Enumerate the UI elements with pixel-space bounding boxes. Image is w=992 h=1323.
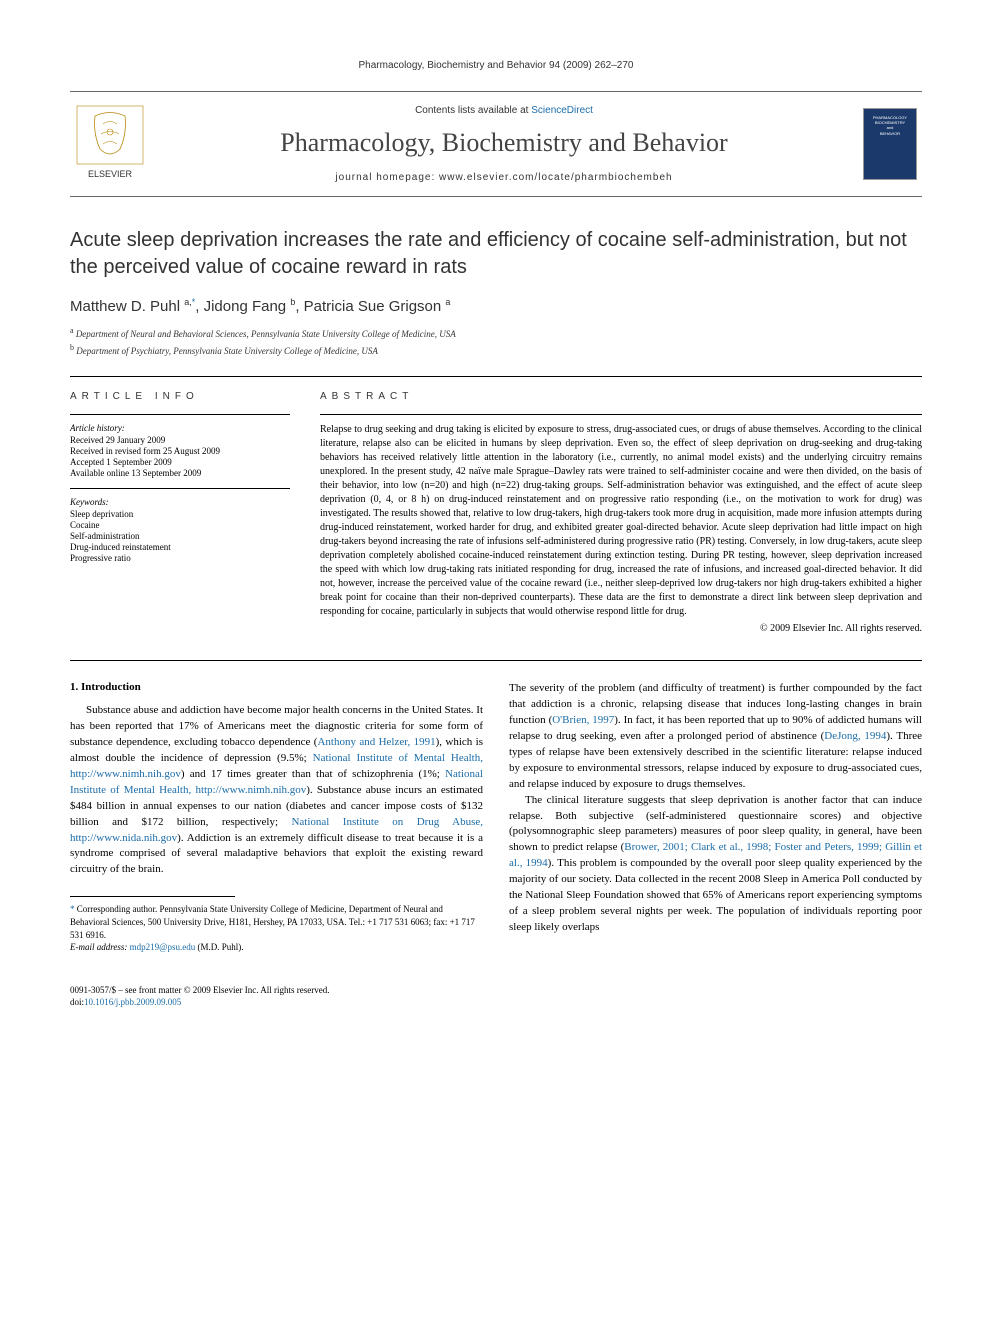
body-para-3: The clinical literature suggests that sl…	[509, 793, 922, 936]
abstract-heading: ABSTRACT	[320, 391, 922, 402]
keywords-label: Keywords:	[70, 497, 290, 507]
doi-prefix: doi:	[70, 997, 84, 1007]
body-para-1: Substance abuse and addiction have becom…	[70, 703, 483, 878]
keyword-2: Self-administration	[70, 531, 290, 541]
email-link[interactable]: mdp219@psu.edu	[130, 942, 196, 952]
info-abstract-row: ARTICLE INFO Article history: Received 2…	[70, 391, 922, 634]
section-heading-intro: 1. Introduction	[70, 681, 483, 693]
affiliation-b: b Department of Psychiatry, Pennsylvania…	[70, 342, 922, 359]
keyword-0: Sleep deprivation	[70, 509, 290, 519]
keyword-1: Cocaine	[70, 520, 290, 530]
masthead-center: Contents lists available at ScienceDirec…	[145, 105, 863, 183]
info-heading: ARTICLE INFO	[70, 391, 290, 402]
running-header: Pharmacology, Biochemistry and Behavior …	[70, 60, 922, 71]
affiliation-b-text: Department of Psychiatry, Pennsylvania S…	[76, 346, 378, 356]
corresponding-author: * Corresponding author. Pennsylvania Sta…	[70, 903, 483, 941]
divider-top	[70, 376, 922, 377]
keyword-4: Progressive ratio	[70, 553, 290, 563]
footnote-divider	[70, 896, 235, 897]
homepage-url: www.elsevier.com/locate/pharmbiochembeh	[439, 172, 673, 183]
email-suffix: (M.D. Puhl).	[197, 942, 243, 952]
keyword-3: Drug-induced reinstatement	[70, 542, 290, 552]
contents-line: Contents lists available at ScienceDirec…	[145, 105, 863, 116]
page-root: Pharmacology, Biochemistry and Behavior …	[0, 0, 992, 1049]
article-title: Acute sleep deprivation increases the ra…	[70, 227, 922, 281]
homepage-prefix: journal homepage:	[335, 172, 439, 183]
homepage-line: journal homepage: www.elsevier.com/locat…	[145, 172, 863, 183]
body-para-2: The severity of the problem (and difficu…	[509, 681, 922, 793]
authors: Matthew D. Puhl a,*, Jidong Fang b, Patr…	[70, 297, 922, 315]
footnote-block: * Corresponding author. Pennsylvania Sta…	[70, 903, 483, 953]
body-divider	[70, 660, 922, 661]
contents-prefix: Contents lists available at	[415, 105, 531, 116]
history-revised: Received in revised form 25 August 2009	[70, 446, 290, 456]
abstract-divider	[320, 414, 922, 415]
footer-doi: doi:10.1016/j.pbb.2009.09.005	[70, 996, 922, 1009]
history-online: Available online 13 September 2009	[70, 468, 290, 478]
history-label: Article history:	[70, 423, 290, 433]
body-columns: 1. Introduction Substance abuse and addi…	[70, 681, 922, 954]
journal-name: Pharmacology, Biochemistry and Behavior	[145, 128, 863, 158]
affiliation-a: a Department of Neural and Behavioral Sc…	[70, 325, 922, 342]
elsevier-logo: ELSEVIER	[75, 104, 145, 184]
article-info: ARTICLE INFO Article history: Received 2…	[70, 391, 290, 634]
sciencedirect-link[interactable]: ScienceDirect	[531, 105, 593, 116]
corr-text: Corresponding author. Pennsylvania State…	[70, 904, 475, 939]
affiliation-a-text: Department of Neural and Behavioral Scie…	[76, 329, 456, 339]
masthead: ELSEVIER Contents lists available at Sci…	[70, 91, 922, 197]
abstract-column: ABSTRACT Relapse to drug seeking and dru…	[320, 391, 922, 634]
history-accepted: Accepted 1 September 2009	[70, 457, 290, 467]
info-divider-2	[70, 488, 290, 489]
cover-text-4: BEHAVIOR	[880, 131, 900, 136]
email-line: E-mail address: mdp219@psu.edu (M.D. Puh…	[70, 941, 483, 954]
abstract-text: Relapse to drug seeking and drug taking …	[320, 423, 922, 619]
footer: 0091-3057/$ – see front matter © 2009 El…	[70, 984, 922, 1009]
journal-cover-thumb: PHARMACOLOGY BIOCHEMISTRY and BEHAVIOR	[863, 108, 917, 180]
email-label: E-mail address:	[70, 942, 127, 952]
affiliations: a Department of Neural and Behavioral Sc…	[70, 325, 922, 358]
history-received: Received 29 January 2009	[70, 435, 290, 445]
doi-link[interactable]: 10.1016/j.pbb.2009.09.005	[84, 997, 181, 1007]
footer-line1: 0091-3057/$ – see front matter © 2009 El…	[70, 984, 922, 997]
abstract-copyright: © 2009 Elsevier Inc. All rights reserved…	[320, 623, 922, 634]
info-divider-1	[70, 414, 290, 415]
publisher-name: ELSEVIER	[88, 169, 133, 179]
